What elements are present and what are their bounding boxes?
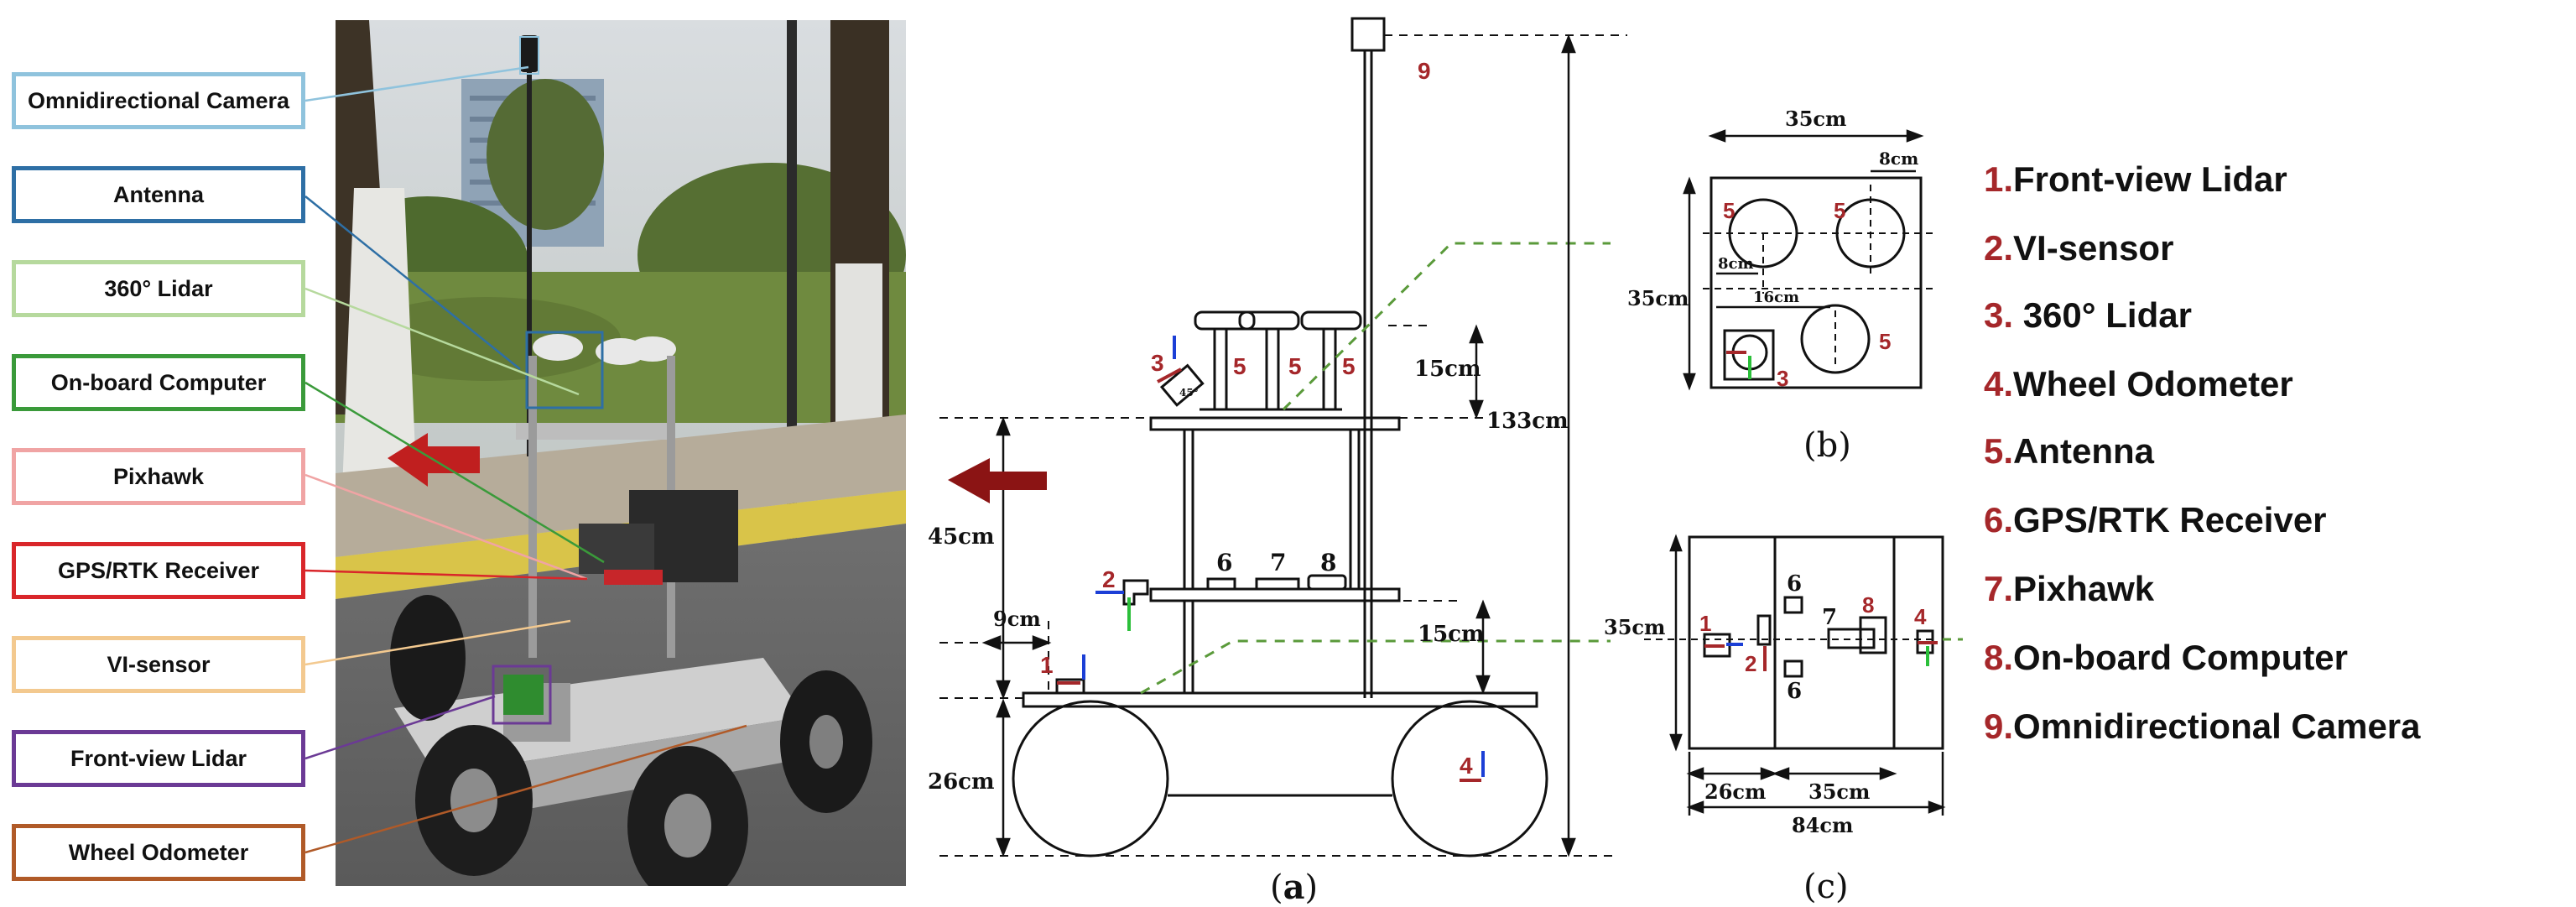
legend-item-7: 7.Pixhawk bbox=[1984, 569, 2155, 608]
c-dim-84: 84cm bbox=[1792, 813, 1853, 837]
dim-133: 133cm bbox=[1486, 409, 1569, 434]
marker-8: 8 bbox=[1320, 549, 1336, 576]
label-gps-rtk-receiver: GPS/RTK Receiver bbox=[12, 542, 305, 599]
dim-26: 26cm bbox=[928, 769, 995, 795]
b-dim-8b: 8cm bbox=[1718, 255, 1754, 273]
b-marker-5b: 5 bbox=[1834, 198, 1845, 223]
side-view-diagram: 133cm 45cm 26cm 15cm 15cm 9cm 45° 1 2 3 … bbox=[928, 17, 1627, 857]
b-dim-width: 35cm bbox=[1785, 107, 1846, 131]
marker-4: 4 bbox=[1460, 753, 1473, 779]
marker-1: 1 bbox=[1040, 652, 1054, 678]
b-dim-height: 35cm bbox=[1627, 286, 1689, 310]
robot-photo-illustration bbox=[336, 20, 906, 886]
top-view-c: 35cm 26cm 35cm 84cm 1 2 6 6 7 8 4 bbox=[1604, 534, 1963, 837]
c-marker-4: 4 bbox=[1914, 604, 1927, 629]
robot-photo bbox=[336, 20, 906, 886]
c-dim-35: 35cm bbox=[1808, 779, 1870, 804]
legend-item-8: 8.On-board Computer bbox=[1984, 638, 2349, 677]
marker-5c: 5 bbox=[1342, 353, 1356, 379]
dim-9: 9cm bbox=[993, 607, 1041, 631]
marker-6: 6 bbox=[1216, 549, 1232, 576]
c-marker-8: 8 bbox=[1862, 592, 1874, 618]
caption-a: (a) bbox=[1270, 868, 1319, 907]
marker-2: 2 bbox=[1102, 566, 1116, 592]
marker-3: 3 bbox=[1151, 350, 1164, 376]
caption-c: (c) bbox=[1803, 868, 1849, 906]
b-dim-8: 8cm bbox=[1879, 149, 1918, 169]
marker-7: 7 bbox=[1270, 549, 1286, 576]
b-marker-5d: 5 bbox=[1879, 329, 1891, 354]
top-view-b: 35cm 8cm 35cm 8cm 16cm 5 5 5 3 bbox=[1627, 107, 1938, 391]
label-vi-sensor: VI-sensor bbox=[12, 636, 305, 693]
c-marker-6a: 6 bbox=[1787, 571, 1802, 597]
c-marker-1: 1 bbox=[1699, 611, 1711, 636]
c-marker-7: 7 bbox=[1822, 605, 1837, 630]
legend-item-1: 1.Front-view Lidar bbox=[1984, 159, 2287, 199]
legend-item-6: 6.GPS/RTK Receiver bbox=[1984, 500, 2327, 540]
angle-45: 45° bbox=[1179, 387, 1199, 399]
legend-item-5: 5.Antenna bbox=[1984, 431, 2155, 471]
marker-9: 9 bbox=[1418, 58, 1431, 84]
marker-5a: 5 bbox=[1233, 353, 1246, 379]
marker-5b: 5 bbox=[1288, 353, 1302, 379]
label-360-lidar: 360° Lidar bbox=[12, 260, 305, 317]
dim-15-top: 15cm bbox=[1414, 357, 1481, 382]
c-dim-26: 26cm bbox=[1704, 779, 1766, 804]
label-wheel-odometer: Wheel Odometer bbox=[12, 824, 305, 881]
b-marker-5a: 5 bbox=[1723, 198, 1735, 223]
legend-item-9: 9.Omnidirectional Camera bbox=[1984, 706, 2421, 746]
legend-item-4: 4.Wheel Odometer bbox=[1984, 364, 2293, 404]
label-pixhawk: Pixhawk bbox=[12, 448, 305, 505]
c-marker-6b: 6 bbox=[1787, 679, 1802, 704]
c-dim-height: 35cm bbox=[1604, 615, 1665, 639]
legend-item-3: 3. 360° Lidar bbox=[1984, 295, 2192, 335]
label-on-board-computer: On-board Computer bbox=[12, 354, 305, 411]
forward-arrow bbox=[948, 458, 1047, 503]
b-marker-3: 3 bbox=[1777, 366, 1788, 391]
b-dim-16: 16cm bbox=[1753, 289, 1799, 306]
label-connectors bbox=[304, 65, 747, 854]
caption-b: (b) bbox=[1803, 426, 1851, 465]
label-antenna: Antenna bbox=[12, 166, 305, 223]
label-front-view-lidar: Front-view Lidar bbox=[12, 730, 305, 787]
legend-item-2: 2.VI-sensor bbox=[1984, 228, 2174, 268]
c-marker-2: 2 bbox=[1745, 651, 1756, 676]
dim-45: 45cm bbox=[928, 524, 995, 550]
camera-box bbox=[1350, 17, 1386, 52]
label-omnidirectional-camera: Omnidirectional Camera bbox=[12, 72, 305, 129]
dim-15-mid: 15cm bbox=[1418, 622, 1485, 647]
